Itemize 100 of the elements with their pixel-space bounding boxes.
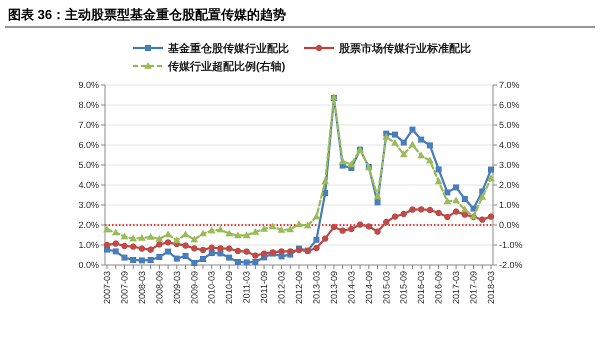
point — [392, 213, 398, 220]
point — [330, 224, 338, 230]
point — [208, 244, 215, 251]
point — [226, 245, 232, 252]
point — [146, 233, 154, 240]
x-tick-label: 2017-03 — [451, 271, 462, 304]
point — [226, 254, 232, 261]
point — [356, 221, 364, 228]
point — [156, 235, 164, 242]
point — [190, 236, 198, 242]
point — [322, 235, 328, 242]
point — [434, 177, 442, 184]
point — [260, 225, 268, 232]
point — [278, 226, 286, 233]
point — [487, 174, 495, 182]
point — [129, 234, 137, 242]
point — [313, 236, 320, 243]
point — [488, 166, 494, 173]
x-tick-label: 2011-03 — [242, 271, 252, 304]
y-tick-label: 2.0% — [78, 220, 99, 230]
point — [452, 196, 460, 204]
point — [217, 245, 224, 252]
point — [426, 206, 434, 214]
point — [242, 231, 250, 238]
point — [400, 140, 407, 146]
y-tick-label: 7.0% — [78, 120, 99, 130]
point — [478, 193, 486, 200]
x-tick-label: 2009-03 — [172, 271, 182, 304]
point — [436, 166, 442, 172]
point — [338, 157, 346, 164]
point — [244, 259, 250, 266]
legend-label: 传媒行业超配比例(右轴) — [167, 60, 286, 73]
point — [173, 236, 181, 244]
point — [348, 226, 355, 232]
point — [200, 256, 206, 262]
point — [312, 212, 320, 220]
point — [260, 250, 268, 257]
y-tick-label: 0.0% — [78, 260, 99, 270]
legend-label: 基金重仓股传媒行业配比 — [167, 42, 289, 55]
point — [138, 257, 145, 264]
point — [112, 248, 119, 254]
y2-tick-label: 2.0% — [499, 180, 520, 190]
point — [200, 246, 206, 254]
point — [426, 156, 434, 164]
point — [191, 260, 198, 266]
chart-title: 图表 36：主动股票型基金重仓股配置传媒的趋势 — [8, 7, 286, 22]
x-tick-label: 2011-09 — [259, 271, 270, 304]
x-tick-label: 2009-09 — [189, 271, 200, 304]
point — [374, 192, 382, 200]
point — [130, 257, 136, 263]
x-tick-label: 2007-09 — [119, 271, 130, 304]
point — [418, 136, 424, 143]
y-tick-label: 6.0% — [78, 140, 99, 150]
y-tick-label: 9.0% — [78, 80, 99, 90]
point — [452, 208, 460, 215]
point — [461, 206, 469, 212]
point — [295, 220, 303, 228]
point — [252, 259, 258, 265]
point — [339, 227, 346, 234]
point — [374, 199, 381, 206]
x-tick-label: 2012-09 — [294, 271, 304, 304]
point — [479, 216, 486, 223]
x-tick-label: 2016-03 — [416, 271, 426, 304]
x-tick-label: 2014-03 — [346, 271, 356, 304]
point — [121, 254, 128, 261]
point — [252, 228, 260, 235]
point — [470, 206, 477, 212]
point — [435, 210, 442, 216]
point — [138, 245, 146, 252]
x-tick-label: 2015-03 — [381, 271, 392, 304]
point — [156, 241, 163, 248]
point — [112, 240, 119, 247]
point — [120, 232, 128, 240]
x-tick-label: 2007-03 — [102, 271, 112, 304]
point — [383, 218, 390, 226]
point — [174, 256, 180, 262]
point — [278, 248, 285, 255]
y2-tick-label: 5.0% — [499, 120, 520, 130]
y2-tick-label: 6.0% — [499, 100, 520, 110]
y-tick-label: 8.0% — [78, 100, 99, 110]
x-tick-label: 2012-03 — [276, 271, 287, 304]
point — [234, 259, 241, 265]
point — [121, 242, 128, 250]
point — [182, 242, 189, 249]
point — [400, 150, 408, 158]
point — [182, 253, 189, 259]
point — [278, 253, 285, 260]
point — [286, 225, 294, 232]
point — [304, 222, 312, 228]
y2-tick-label: 4.0% — [499, 140, 520, 150]
x-tick-label: 2016-09 — [434, 271, 444, 304]
point — [112, 228, 120, 236]
y2-tick-label: 1.0% — [499, 200, 520, 210]
x-tick-label: 2018-03 — [486, 271, 496, 304]
x-tick-label: 2013-09 — [328, 271, 339, 304]
point — [374, 228, 381, 235]
point — [234, 248, 242, 254]
point — [164, 239, 172, 246]
x-tick-label: 2017-09 — [468, 271, 479, 304]
point — [348, 160, 356, 168]
